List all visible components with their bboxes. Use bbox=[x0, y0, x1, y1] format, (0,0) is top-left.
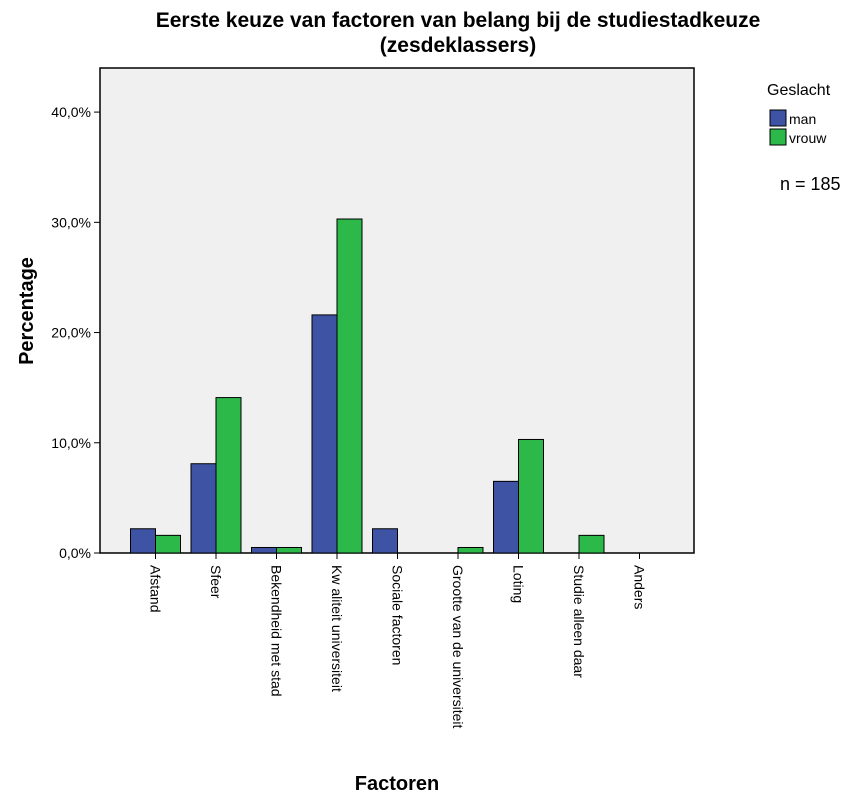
x-tick-label: Sociale factoren bbox=[390, 565, 406, 665]
bar-man bbox=[251, 546, 277, 554]
x-tick-label: Grootte van de universiteit bbox=[450, 565, 466, 729]
bars-group bbox=[130, 218, 605, 554]
bar-vrouw bbox=[155, 534, 181, 554]
x-tick-label: Bekendheid met stad bbox=[269, 565, 285, 697]
y-tick-label: 30,0% bbox=[51, 214, 91, 230]
legend-swatch-man bbox=[769, 109, 787, 127]
x-axis: Afstand Sfeer Bekendheid met stad Kw alitei… bbox=[148, 553, 648, 729]
chart-subtitle: (zesdeklassers) bbox=[380, 34, 536, 57]
bar-vrouw bbox=[336, 218, 363, 554]
y-tick-label: 20,0% bbox=[51, 325, 91, 341]
y-tick-label: 10,0% bbox=[51, 435, 91, 451]
x-axis-title: Factoren bbox=[355, 773, 439, 795]
legend-label-man: man bbox=[789, 111, 816, 127]
chart-title: Eerste keuze van factoren van belang bij… bbox=[156, 9, 761, 32]
bar-vrouw bbox=[578, 534, 605, 554]
legend-label-vrouw: vrouw bbox=[789, 130, 827, 146]
y-tick-label: 0,0% bbox=[59, 545, 91, 561]
sample-size-note: n = 185 bbox=[780, 174, 841, 194]
legend-swatch-vrouw bbox=[769, 128, 787, 146]
legend: Geslacht man vrouw bbox=[767, 82, 831, 146]
bar-vrouw bbox=[215, 397, 242, 554]
bar-vrouw bbox=[518, 438, 544, 554]
bar-man bbox=[311, 314, 338, 554]
y-tick-label: 40,0% bbox=[51, 104, 91, 120]
bar-man bbox=[372, 528, 398, 554]
x-tick-label: Loting bbox=[511, 565, 527, 603]
bar-man bbox=[190, 463, 217, 554]
bar-vrouw bbox=[276, 546, 302, 554]
y-axis-title: Percentage bbox=[16, 257, 38, 365]
x-tick-label: Afstand bbox=[148, 565, 164, 612]
plot-area bbox=[99, 67, 695, 554]
bar-vrouw bbox=[457, 546, 484, 554]
x-tick-label: Anders bbox=[632, 565, 648, 609]
bar-man bbox=[493, 480, 519, 554]
x-tick-label: Studie alleen daar bbox=[571, 565, 587, 678]
bar-man bbox=[130, 528, 156, 554]
x-tick-label: Sfeer bbox=[208, 565, 224, 599]
x-tick-label: Kw aliteit universiteit bbox=[329, 565, 345, 692]
y-axis: 0,0% 10,0% 20,0% 30,0% 40,0% bbox=[51, 104, 100, 561]
legend-title: Geslacht bbox=[767, 82, 831, 99]
